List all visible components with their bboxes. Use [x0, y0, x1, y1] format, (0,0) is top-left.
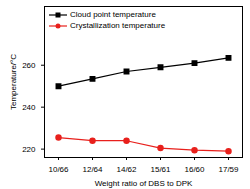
- svg-text:10/66: 10/66: [48, 165, 69, 174]
- svg-text:15/61: 15/61: [150, 165, 171, 174]
- html-text:Cloud point temperature: Cloud point temperature: [70, 10, 156, 19]
- svg-text:260: 260: [22, 61, 36, 70]
- svg-text:12/64: 12/64: [82, 165, 103, 174]
- html-text:Crystallization temperature: Crystallization temperature: [70, 21, 166, 30]
- svg-text:16/60: 16/60: [184, 165, 205, 174]
- svg-text:240: 240: [22, 103, 36, 112]
- svg-text:Weight ratio of DBS to DPK: Weight ratio of DBS to DPK: [95, 179, 193, 188]
- svg-text:14/62: 14/62: [116, 165, 137, 174]
- svg-text:17/59: 17/59: [218, 165, 239, 174]
- svg-text:220: 220: [22, 145, 36, 154]
- svg-text:Temperature/°C: Temperature/°C: [9, 54, 18, 110]
